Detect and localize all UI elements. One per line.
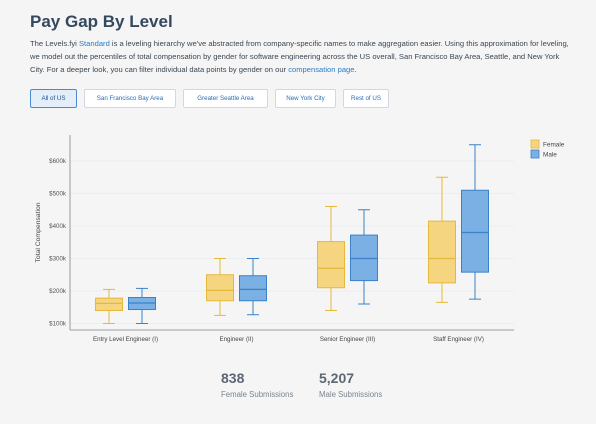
male-submissions-stat: 5,207 Male Submissions [319, 370, 382, 399]
filter-new-york-city[interactable]: New York City [275, 89, 336, 108]
intro-paragraph: The Levels.fyi Standard is a leveling hi… [30, 37, 572, 76]
box-male-2 [239, 275, 267, 302]
box-female-3 [317, 241, 345, 289]
standard-link[interactable]: Standard [78, 39, 110, 48]
legend-swatch-female [530, 139, 540, 149]
y-tick-label-5: $600k [49, 158, 67, 165]
x-tick-label-2: Engineer (II) [219, 336, 253, 343]
y-tick-label-0: $100k [49, 321, 67, 328]
compensation-page-link[interactable]: compensation page [288, 65, 355, 74]
intro-text-2: is a leveling hierarchy we've abstracted… [30, 39, 569, 74]
intro-text-1: The Levels.fyi [30, 39, 79, 48]
box-male-4 [461, 189, 489, 273]
filter-seattle-area[interactable]: Greater Seattle Area [183, 89, 268, 108]
y-tick-label-2: $300k [49, 256, 67, 263]
female-submissions-count: 838 [221, 370, 245, 386]
x-tick-label-4: Staff Engineer (IV) [433, 336, 484, 343]
legend-label-female: Female [543, 142, 565, 149]
filter-all-of-us[interactable]: All of US [30, 89, 77, 108]
y-tick-label-3: $400k [49, 223, 67, 230]
box-male-3 [350, 234, 378, 282]
box-female-4 [428, 220, 456, 284]
box-female-1 [95, 297, 123, 311]
y-tick-label-4: $500k [49, 191, 67, 198]
page-title: Pay Gap By Level [30, 12, 173, 31]
female-submissions-stat: 838 Female Submissions [221, 370, 293, 399]
y-tick-label-1: $200k [49, 288, 67, 295]
legend-swatch-male [530, 149, 540, 159]
box-female-2 [206, 274, 234, 302]
x-tick-label-3: Senior Engineer (III) [320, 336, 375, 343]
y-axis-label: Total Compensation [35, 202, 42, 262]
filter-rest-of-us[interactable]: Rest of US [343, 89, 389, 108]
legend-label-male: Male [543, 152, 557, 159]
x-tick-label-1: Entry Level Engineer (I) [93, 336, 158, 343]
male-submissions-count: 5,207 [319, 370, 355, 386]
intro-text-3: . [354, 65, 357, 74]
male-submissions-label: Male Submissions [319, 390, 383, 399]
female-submissions-label: Female Submissions [221, 390, 294, 399]
pay-gap-box-chart: $100k $200k $300k $400k $500k $600k Total Comp… [35, 135, 565, 343]
filter-sf-bay-area[interactable]: San Francisco Bay Area [84, 89, 176, 108]
